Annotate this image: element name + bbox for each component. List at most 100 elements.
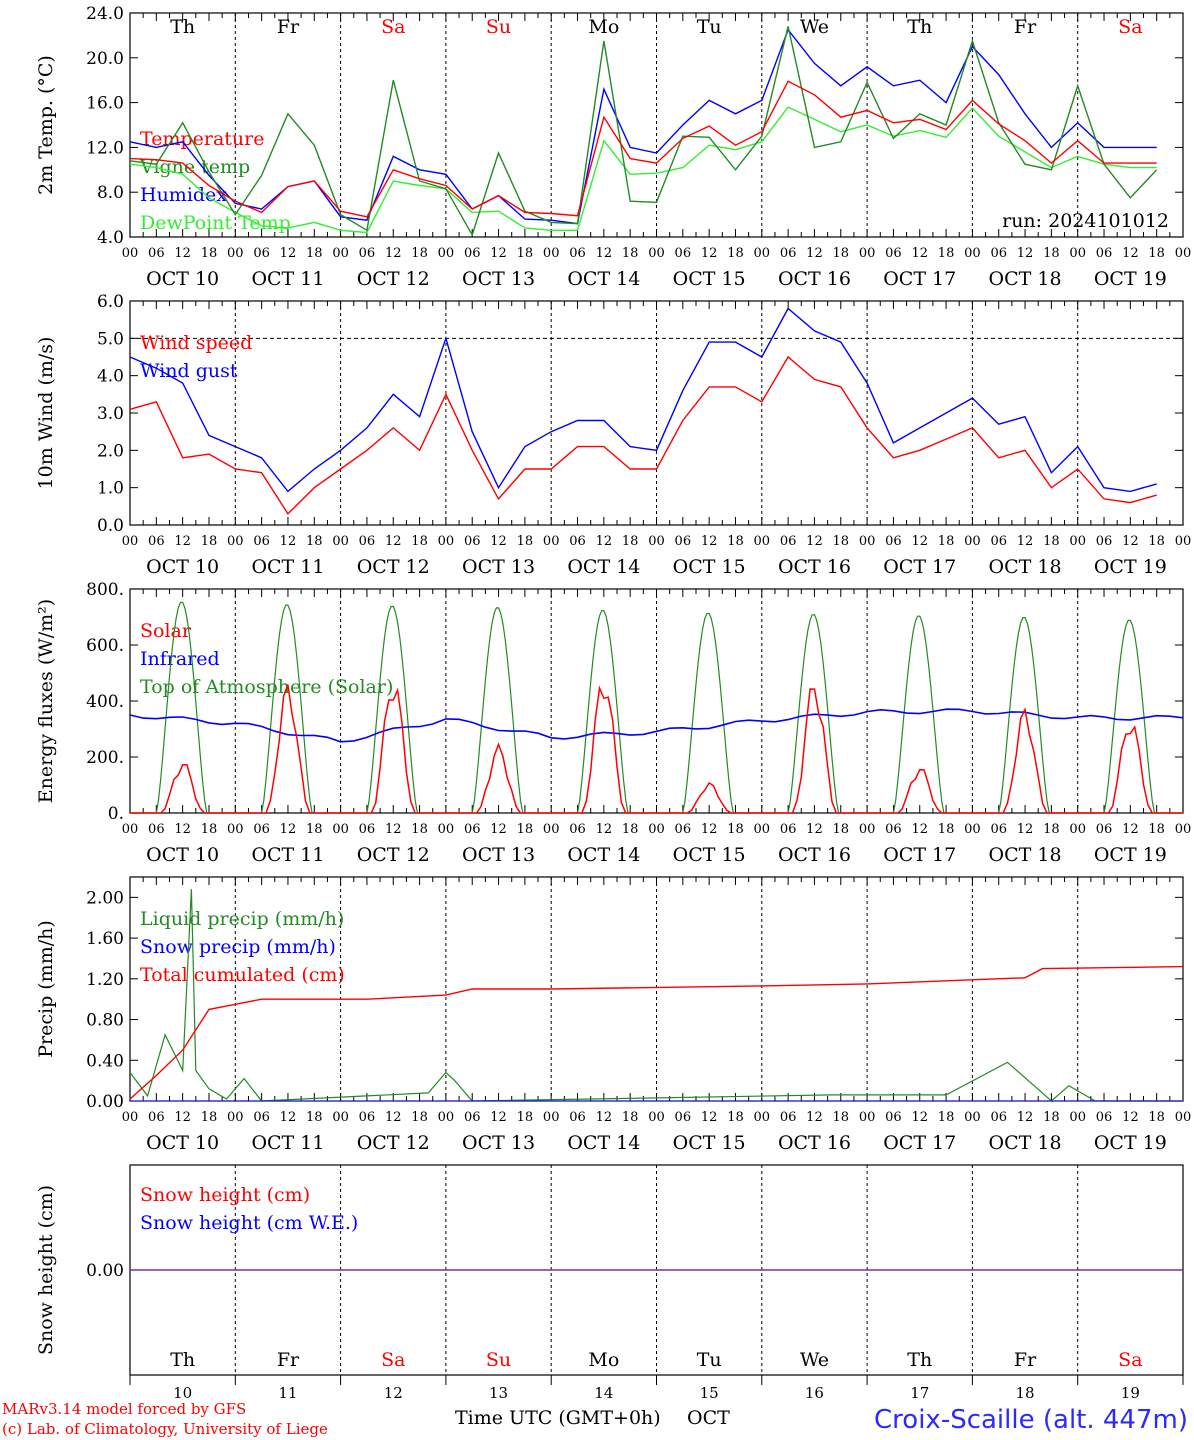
hour-tick-label: 18 (727, 822, 744, 837)
date-label: OCT 16 (778, 1132, 851, 1154)
y-tick-label: 3.0 (97, 404, 124, 424)
y-tick-label: 0.80 (86, 1011, 124, 1031)
legend-entry: Infrared (140, 648, 220, 670)
hour-tick-label: 06 (990, 1110, 1007, 1125)
hour-tick-label: 12 (385, 1110, 402, 1125)
hour-tick-label: 00 (859, 1110, 876, 1125)
panel-frame (129, 588, 1184, 814)
hour-tick-label: 06 (1096, 1110, 1113, 1125)
hour-tick-label: 18 (517, 246, 534, 261)
date-label: OCT 10 (146, 844, 219, 866)
series-line-solar (130, 684, 1183, 814)
hour-tick-label: 12 (911, 246, 928, 261)
hour-tick-label: 12 (1017, 1110, 1034, 1125)
y-tick-label: 0.00 (86, 1092, 124, 1112)
hour-tick-label: 18 (517, 1110, 534, 1125)
hour-tick-label: 06 (1096, 822, 1113, 837)
hour-tick-label: 00 (859, 534, 876, 549)
hour-tick-label: 12 (701, 1110, 718, 1125)
y-tick-label: 16.0 (86, 94, 124, 114)
y-tick-label: 24.0 (86, 4, 124, 24)
hour-tick-label: 06 (253, 246, 270, 261)
hour-tick-label: 18 (411, 534, 428, 549)
legend-entry: Snow height (cm W.E.) (140, 1212, 358, 1234)
footer: 10 11 12 13 14 15 16 17 18 19 Time UTC (GMT+0h) OCT… (2, 1384, 1188, 1438)
day-number-label: 12 (384, 1384, 403, 1402)
hour-tick-label: 18 (517, 534, 534, 549)
legend-entry: Snow height (cm) (140, 1184, 310, 1206)
hour-tick-label: 00 (332, 534, 349, 549)
legend-entry: DewPoint Temp (140, 212, 291, 234)
weekday-label: Th (170, 1349, 195, 1371)
day-number-label: 19 (1121, 1384, 1140, 1402)
hour-tick-label: 12 (174, 822, 191, 837)
hour-tick-label: 06 (569, 1110, 586, 1125)
date-label: OCT 14 (567, 556, 640, 578)
date-label: OCT 10 (146, 556, 219, 578)
weekday-label: We (800, 16, 829, 38)
hour-tick-label: 00 (754, 1110, 771, 1125)
hour-tick-label: 00 (1175, 1110, 1192, 1125)
hour-tick-label: 00 (1069, 1110, 1086, 1125)
day-number-label: 15 (700, 1384, 719, 1402)
hour-tick-label: 06 (569, 534, 586, 549)
panel-3: 800. 600. 400. 200. 0. Energy fluxes (W/m²) 00… (35, 580, 1191, 866)
hour-tick-label: 18 (306, 246, 323, 261)
credit-line-1: MARv3.14 model forced by GFS (2, 1400, 246, 1418)
hour-tick-label: 12 (174, 1110, 191, 1125)
hour-tick-label: 12 (701, 534, 718, 549)
hour-tick-label: 18 (727, 1110, 744, 1125)
hour-tick-label: 12 (174, 534, 191, 549)
hour-tick-label: 18 (1148, 822, 1165, 837)
y-tick-label: 600. (86, 636, 124, 656)
date-label: OCT 19 (1094, 1132, 1167, 1154)
legend-entry: Top of Atmosphere (Solar) (140, 676, 393, 698)
day-number-label: 18 (1016, 1384, 1035, 1402)
hour-tick-label: 06 (148, 1110, 165, 1125)
date-label: OCT 19 (1094, 268, 1167, 290)
hour-tick-label: 06 (675, 534, 692, 549)
hour-tick-label: 06 (148, 246, 165, 261)
month-label: OCT (687, 1407, 730, 1429)
legend-entry: Humidex (140, 184, 227, 206)
y-tick-label: 0.00 (86, 1261, 124, 1281)
hour-tick-label: 18 (727, 534, 744, 549)
series-line (129, 355, 1157, 515)
hour-tick-label: 00 (122, 822, 139, 837)
hour-tick-label: 18 (833, 1110, 850, 1125)
hour-tick-label: 00 (227, 822, 244, 837)
y-tick-label: 400. (86, 692, 124, 712)
hour-tick-label: 00 (964, 246, 981, 261)
date-label: OCT 12 (357, 556, 430, 578)
hour-tick-label: 00 (648, 534, 665, 549)
date-label: OCT 10 (146, 268, 219, 290)
hour-tick-label: 12 (1122, 1110, 1139, 1125)
date-label: OCT 10 (146, 1132, 219, 1154)
hour-tick-label: 12 (596, 534, 613, 549)
hour-tick-label: 12 (1122, 246, 1139, 261)
hour-tick-label: 06 (569, 246, 586, 261)
hour-tick-label: 06 (464, 1110, 481, 1125)
hour-tick-label: 06 (464, 246, 481, 261)
weekday-label: Su (486, 16, 511, 38)
hour-tick-label: 06 (780, 534, 797, 549)
weekday-label: Fr (1014, 1349, 1037, 1371)
y-tick-label: 20.0 (86, 49, 124, 69)
hour-tick-label: 12 (701, 822, 718, 837)
hour-tick-label: 06 (780, 822, 797, 837)
y-tick-label: 2.00 (86, 888, 124, 908)
hour-tick-label: 18 (938, 534, 955, 549)
hour-tick-label: 00 (1069, 246, 1086, 261)
hour-tick-label: 06 (253, 1110, 270, 1125)
date-label: OCT 13 (462, 556, 535, 578)
hour-tick-label: 18 (833, 534, 850, 549)
weekday-label: Sa (381, 1349, 405, 1371)
y-tick-label: 1.60 (86, 929, 124, 949)
day-number-label: 17 (910, 1384, 929, 1402)
hour-tick-label: 00 (648, 1110, 665, 1125)
weekday-label: Mo (588, 1349, 619, 1371)
hour-tick-label: 00 (648, 822, 665, 837)
hour-tick-label: 06 (780, 1110, 797, 1125)
legend-entry: Total cumulated (cm) (140, 964, 345, 986)
hour-tick-label: 00 (332, 246, 349, 261)
